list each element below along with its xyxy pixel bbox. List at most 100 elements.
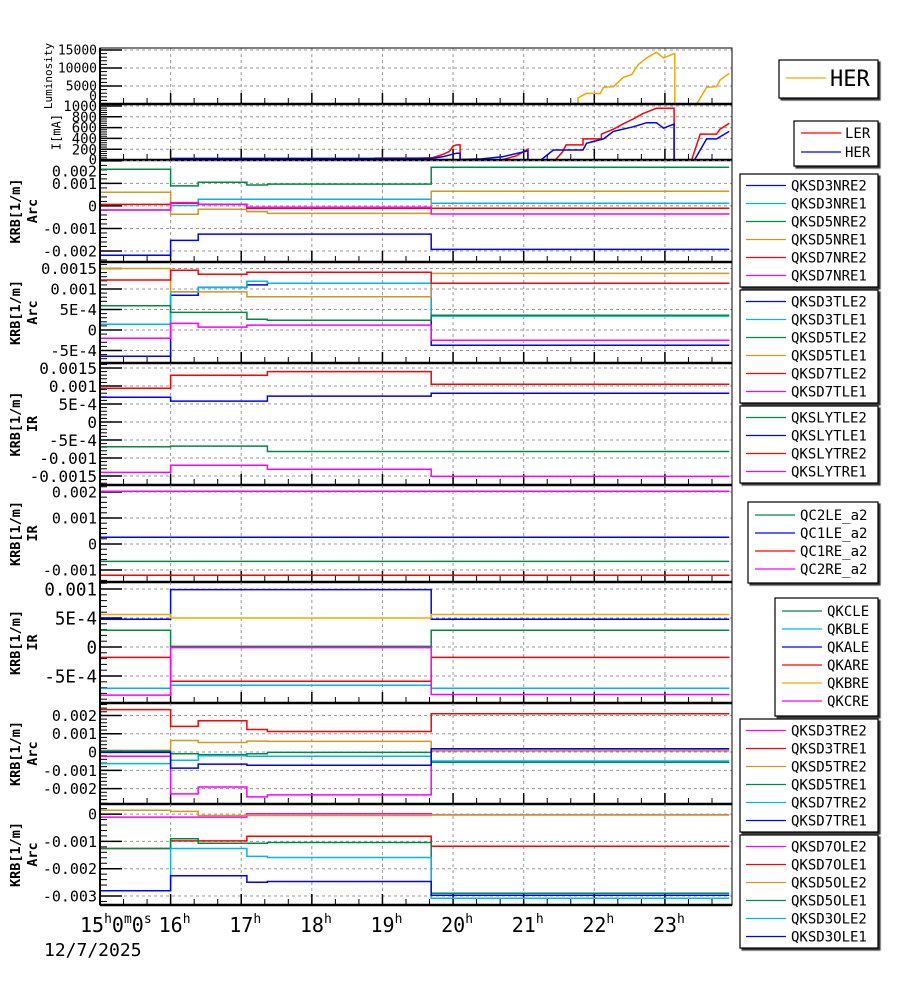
x-tick-label: 20h: [441, 912, 473, 937]
legend-label: QKSLYTLE2: [791, 411, 867, 427]
y-tick-label: 0.001: [52, 509, 97, 527]
series-line-qkcle: [100, 629, 730, 648]
x-tick-value: 20: [441, 913, 465, 937]
series-line-qkbre: [100, 613, 730, 619]
legend-label: QC2LE_a2: [800, 508, 867, 524]
y-axis-title: IR: [25, 634, 41, 651]
y-tick-label: -0.002: [43, 860, 97, 878]
series-line-qksd5ole2: [100, 809, 730, 817]
legend-panel-7: QKSD3TRE2 QKSD3TRE1 QKSD5TRE2 QKSD5TRE1 QKSD…: [739, 718, 879, 833]
legend-label: QKBLE: [827, 622, 869, 638]
legend-label: QKSD5NRE1: [791, 233, 867, 249]
x-tick-value: 16: [159, 913, 183, 937]
y-axis-title: Arc: [25, 300, 41, 324]
y-tick-label: 0.001: [52, 175, 97, 193]
legend-label: QKALE: [827, 640, 869, 656]
series-line-qkcre: [100, 646, 730, 696]
y-tick-label: 0: [88, 806, 97, 824]
legend-box: [778, 59, 879, 99]
series-line-qksd3ole2: [100, 847, 730, 899]
legend-box: [774, 597, 879, 717]
x-tick-unit: h: [536, 912, 544, 927]
y-tick-label: 0.001: [49, 377, 97, 396]
panel-5: 0.002 0.001 0 -0.001 KRB[1/m] IR: [8, 483, 733, 584]
legend-label: QKSD7OLE2: [791, 840, 867, 856]
panel-8: 0 -0.001 -0.002 -0.003 KRB[1/m] Arc: [8, 803, 733, 907]
legend-label: QKSD3TRE2: [791, 724, 867, 740]
y-axis-title: Arc: [25, 741, 41, 765]
legend-label: QKSD3TLE2: [791, 295, 867, 311]
series-line-qksd5nre2: [100, 166, 730, 187]
y-tick-label: -0.001: [39, 449, 97, 468]
legend-label: QKSD5NRE2: [791, 215, 867, 231]
series-line-her: [100, 121, 730, 160]
x-tick-unit: h: [183, 912, 191, 927]
y-axis-title: IR: [25, 415, 41, 432]
series-line-qksd3tle1: [100, 280, 730, 326]
y-tick-label: 0: [88, 197, 97, 215]
y-tick-label: 0.002: [52, 483, 97, 501]
y-tick-label: -0.002: [43, 780, 97, 798]
x-tick-value: 0: [132, 913, 144, 937]
legend-label: QKSD5OLE1: [791, 894, 867, 910]
series-line-qksd7tre1: [100, 747, 730, 769]
panel-6: 0.001 5E-4 0 -5E-4 KRB[1/m] IR: [8, 580, 733, 705]
series-line-qksd3tre2: [100, 750, 730, 798]
y-tick-label: 10000: [58, 62, 97, 77]
legend-label: QKSD7TLE2: [791, 367, 867, 383]
y-tick-label: 0.0015: [41, 260, 97, 278]
legend-label: QKSD3NRE1: [791, 197, 867, 213]
panel-frame: [99, 803, 733, 906]
x-tick-label: 15h0m0s: [80, 912, 152, 937]
y-tick-label: 0: [88, 535, 97, 553]
legend-box: [739, 173, 879, 288]
x-tick-unit: h: [606, 912, 614, 927]
y-tick-label: 0.001: [52, 725, 97, 743]
x-tick-label: 17h: [229, 912, 261, 937]
y-tick-label: 400: [72, 132, 97, 148]
legend-panel-6: QKCLE QKBLE QKALE QKARE QKBRE QKCRE: [774, 597, 879, 717]
x-tick-value: 21: [512, 913, 536, 937]
y-axis-title: KRB[1/m]: [8, 501, 24, 566]
series-line-qksd5tre2: [100, 739, 730, 752]
x-tick-value: 22: [582, 913, 606, 937]
y-axis-title: Luminosity: [42, 43, 55, 110]
legend-label: QKSD7TLE1: [791, 385, 867, 401]
legend-label: QKCLE: [827, 604, 869, 620]
x-tick-value: 18: [300, 913, 324, 937]
legend-label: QKSLYTRE1: [791, 465, 867, 481]
y-axis-title: KRB[1/m]: [8, 178, 24, 243]
legend-label: LER: [845, 126, 871, 142]
legend-label: QKSD5TRE1: [791, 778, 867, 794]
y-tick-label: -0.0015: [30, 467, 97, 486]
y-tick-label: -5E-4: [49, 431, 97, 450]
x-tick-value: 19: [370, 913, 394, 937]
series-line-qksd7tle1: [100, 322, 730, 342]
legend-label: QKSD3OLE1: [791, 930, 867, 946]
legend-label: QKBRE: [827, 676, 869, 692]
y-tick-label: 5E-4: [58, 395, 97, 414]
y-tick-label: 5000: [66, 80, 97, 95]
x-tick-label: 22h: [582, 912, 614, 937]
legend-label: HER: [845, 145, 871, 161]
legend-label: QKARE: [827, 658, 869, 674]
y-tick-label: -0.001: [43, 762, 97, 780]
panel-frame: [99, 159, 733, 263]
x-tick-unit: h: [324, 912, 332, 927]
series-line-qksd3tre1: [100, 708, 730, 733]
y-axis-title: KRB[1/m]: [8, 391, 24, 456]
legend-label: QC1RE_a2: [800, 544, 867, 560]
y-axis-title: I[mA]: [50, 114, 64, 150]
legend-label: QKSLYTRE2: [791, 447, 867, 463]
legend-box: [739, 834, 879, 949]
legend-label: QKSD7NRE2: [791, 251, 867, 267]
x-tick-label: 16h: [159, 912, 191, 937]
legend-label: QKSLYTLE1: [791, 429, 867, 445]
y-tick-label: 200: [72, 142, 97, 158]
x-tick-unit: h: [677, 912, 685, 927]
series-line-qkslytle2: [100, 445, 730, 453]
y-tick-label: 0: [87, 413, 97, 432]
